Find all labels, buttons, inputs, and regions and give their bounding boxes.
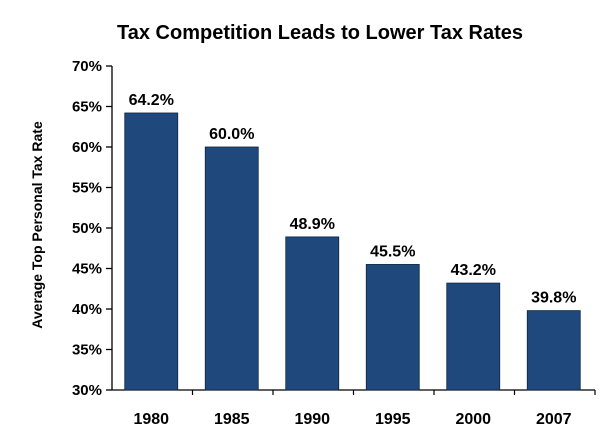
data-label: 60.0% bbox=[209, 126, 254, 143]
bar-1990 bbox=[285, 236, 340, 391]
x-tick-label: 2000 bbox=[455, 411, 491, 428]
bar-1995 bbox=[365, 264, 420, 391]
x-tick-label: 2007 bbox=[536, 411, 572, 428]
x-tick-label: 1995 bbox=[375, 411, 411, 428]
y-tick-label: 45% bbox=[72, 261, 102, 278]
y-tick-label: 35% bbox=[72, 342, 102, 359]
bar-2000 bbox=[446, 282, 501, 391]
data-label: 48.9% bbox=[290, 216, 335, 233]
bars bbox=[124, 112, 581, 391]
axes: 30% 35% 40% 45% 50% 55% 60% 65% 70% Average Top P… bbox=[29, 58, 596, 399]
data-label: 64.2% bbox=[129, 92, 174, 109]
y-tick-label: 60% bbox=[72, 139, 102, 156]
bar-1985 bbox=[204, 146, 259, 391]
data-label: 39.8% bbox=[531, 290, 576, 307]
y-tick-label: 30% bbox=[72, 382, 102, 399]
y-axis-label: Average Top Personal Tax Rate bbox=[29, 121, 45, 329]
x-tick-label: 1985 bbox=[214, 411, 250, 428]
bar-2007 bbox=[526, 310, 581, 391]
data-label: 45.5% bbox=[370, 243, 415, 260]
y-tick-label: 70% bbox=[72, 58, 102, 75]
x-tick-label: 1980 bbox=[133, 411, 169, 428]
y-tick-label: 50% bbox=[72, 220, 102, 237]
x-tick-label: 1990 bbox=[294, 411, 330, 428]
chart-title: Tax Competition Leads to Lower Tax Rates bbox=[117, 22, 523, 44]
data-label: 43.2% bbox=[451, 262, 496, 279]
bar-1980 bbox=[124, 112, 179, 391]
y-tick-label: 55% bbox=[72, 180, 102, 197]
y-tick-label: 40% bbox=[72, 301, 102, 318]
labels: 64.2% 1980 60.0% 1985 48.9% 1990 45.5% 1995 43.2… bbox=[129, 92, 577, 428]
y-tick-label: 65% bbox=[72, 99, 102, 116]
